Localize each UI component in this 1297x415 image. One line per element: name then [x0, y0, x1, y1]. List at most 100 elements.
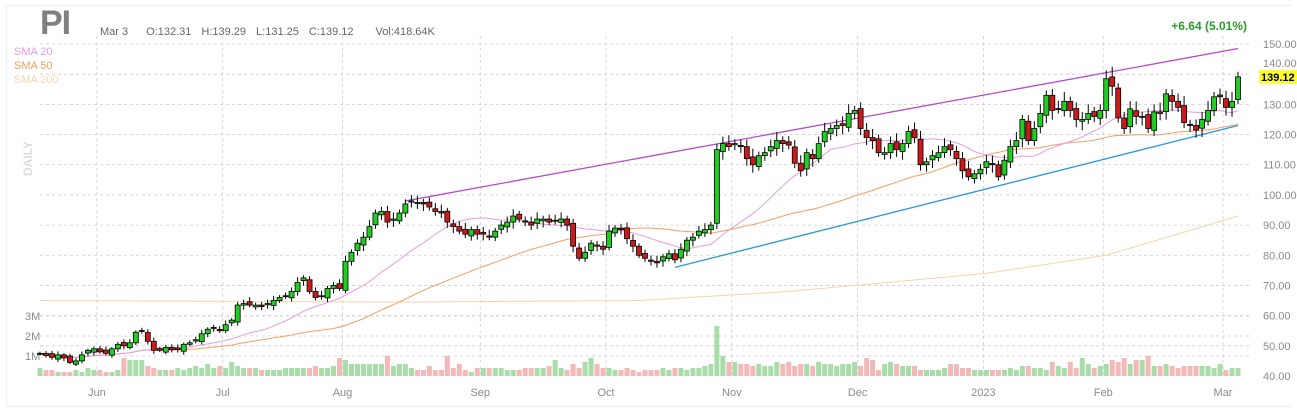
candle-body [306, 279, 313, 292]
candle [1187, 119, 1193, 133]
candle [258, 302, 265, 311]
candle-body [246, 301, 253, 306]
volume-bar [486, 368, 492, 376]
candle [917, 130, 924, 171]
candle [839, 116, 846, 135]
candle [144, 329, 151, 345]
candle-body [270, 300, 277, 306]
candle [102, 346, 109, 356]
y-tick-label: 70.00 [1263, 280, 1291, 292]
candle-body [845, 113, 852, 128]
candle-body [114, 343, 121, 350]
volume-bar [810, 366, 816, 376]
volume-bar [384, 356, 390, 376]
volume-bar [1169, 366, 1175, 376]
candle-body [881, 152, 888, 155]
candle [37, 351, 43, 356]
candle [773, 132, 780, 156]
volume-bar [43, 370, 49, 376]
candle [1211, 92, 1217, 117]
volume-bar [85, 368, 91, 376]
candle [959, 151, 966, 179]
candle-body [300, 277, 307, 282]
candle [402, 199, 409, 218]
candle [636, 243, 642, 259]
candle [1061, 91, 1068, 117]
candle-body [138, 330, 145, 332]
candle-body [204, 328, 211, 335]
candle-body [396, 212, 403, 222]
candle [1229, 91, 1235, 117]
y-tick-label: 50.00 [1263, 341, 1291, 353]
candle [1079, 111, 1086, 131]
volume-tick-label: 3M [25, 311, 40, 323]
volume-bar [678, 368, 684, 376]
volume-bar [372, 364, 378, 376]
candle [162, 344, 169, 355]
volume-bar [852, 362, 858, 376]
volume-bar [732, 362, 738, 376]
candle-body [1157, 111, 1164, 114]
candle [713, 144, 720, 230]
volume-bar [163, 370, 169, 376]
candle-body [1103, 78, 1110, 111]
candle-body [1025, 120, 1032, 141]
candle [444, 207, 451, 228]
candle-body [552, 219, 559, 222]
candle-body [1139, 116, 1146, 118]
volume-bar [1091, 368, 1097, 376]
candle-body [228, 319, 235, 324]
candle [785, 136, 792, 150]
volume-bar [277, 370, 283, 376]
volume-bar [247, 368, 253, 376]
candle-body [654, 260, 660, 264]
candle-body [947, 144, 954, 151]
candle [282, 292, 289, 300]
candle-body [1133, 110, 1140, 117]
volume-bar [91, 370, 97, 376]
candle [1067, 96, 1074, 118]
candle-body [180, 343, 187, 352]
volume-bar [348, 364, 354, 376]
volume-bar [193, 366, 199, 376]
volume-bar [480, 368, 486, 376]
candle [504, 216, 511, 233]
candle [1235, 71, 1241, 105]
candle [863, 122, 870, 146]
candle-body [456, 226, 463, 232]
candle-body [216, 329, 223, 332]
candle [618, 223, 624, 235]
candle-body [240, 303, 247, 306]
volume-bar [654, 370, 660, 376]
volume-bar [1001, 370, 1007, 376]
candle [767, 139, 774, 158]
volume-bar [702, 366, 708, 376]
volume-bar [462, 370, 468, 376]
y-tick-label: 140.00 [1263, 58, 1297, 70]
volume-bar [1103, 364, 1109, 376]
volume-bar [1205, 366, 1211, 376]
volume-bar [438, 370, 444, 376]
volume-bar [1037, 368, 1043, 376]
volume-bar [582, 362, 588, 376]
volume-bar [540, 368, 546, 376]
candle [1169, 89, 1176, 111]
candle [318, 290, 325, 300]
candle [833, 119, 840, 137]
candle [270, 295, 277, 310]
candle [809, 148, 816, 167]
candle-body [414, 202, 421, 204]
volume-bar [1007, 368, 1013, 376]
candle [1091, 106, 1098, 123]
volume-bar [223, 368, 229, 376]
bar-date: Mar 3 [100, 26, 129, 38]
last-price-tag [1259, 69, 1297, 84]
y-tick-label: 60.00 [1263, 311, 1291, 323]
volume-bar [516, 370, 522, 376]
candle [114, 341, 121, 352]
candle-body [1031, 128, 1038, 141]
volume-bar [366, 364, 372, 376]
candle-body [540, 218, 547, 222]
candle-body [486, 235, 493, 238]
